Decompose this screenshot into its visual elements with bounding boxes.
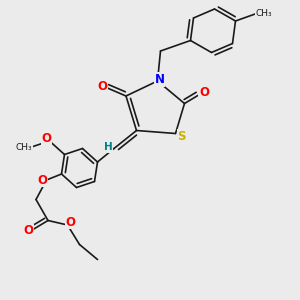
- Text: S: S: [177, 130, 186, 143]
- Text: CH₃: CH₃: [16, 142, 32, 152]
- Text: O: O: [23, 224, 34, 238]
- Text: O: O: [41, 131, 52, 145]
- Text: H: H: [103, 142, 112, 152]
- Text: CH₃: CH₃: [256, 9, 272, 18]
- Text: O: O: [37, 173, 47, 187]
- Text: O: O: [199, 86, 209, 100]
- Text: O: O: [97, 80, 107, 94]
- Text: N: N: [155, 73, 165, 86]
- Text: O: O: [65, 215, 76, 229]
